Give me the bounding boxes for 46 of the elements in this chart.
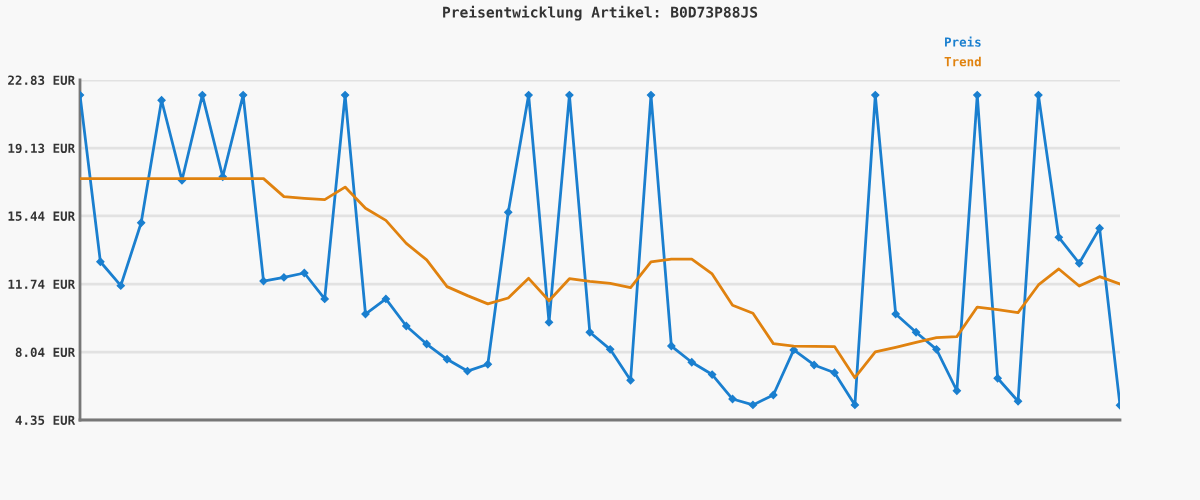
point xyxy=(300,268,309,278)
point xyxy=(708,370,717,379)
point xyxy=(748,400,758,410)
point xyxy=(993,374,1002,383)
y-tick-label: 15.44 EUR xyxy=(8,211,76,221)
point xyxy=(809,360,819,370)
point xyxy=(340,90,350,100)
point xyxy=(422,339,431,349)
point xyxy=(850,400,860,410)
point xyxy=(259,276,268,286)
y-tick-label: 4.35 EUR xyxy=(15,415,76,425)
point xyxy=(667,341,676,351)
point xyxy=(1013,397,1023,406)
y-tick-label: 11.74 EUR xyxy=(8,279,76,289)
point xyxy=(973,90,982,100)
point xyxy=(911,328,921,337)
point xyxy=(137,218,146,227)
point xyxy=(769,390,778,400)
chart-title: Preisentwicklung Artikel: B0D73P88JS xyxy=(443,5,758,21)
point xyxy=(463,366,472,376)
point xyxy=(932,345,941,354)
point xyxy=(952,386,961,395)
point xyxy=(687,358,696,367)
text: Trend xyxy=(944,56,981,67)
point xyxy=(830,368,839,377)
point xyxy=(504,208,513,217)
y-tick-label: 19.13 EUR xyxy=(8,143,76,154)
point xyxy=(1095,224,1104,233)
point xyxy=(891,309,900,319)
point xyxy=(381,294,391,304)
point xyxy=(402,321,411,331)
point xyxy=(544,318,554,327)
point xyxy=(116,281,125,290)
point xyxy=(483,360,492,369)
y-tick-label: 22.83 EUR xyxy=(8,75,76,85)
point xyxy=(606,345,615,354)
text: Preis xyxy=(945,36,981,47)
point xyxy=(1054,233,1063,242)
point xyxy=(626,376,635,385)
point xyxy=(585,328,594,337)
point xyxy=(279,273,289,282)
point xyxy=(646,90,656,100)
point xyxy=(442,355,452,364)
point xyxy=(96,257,105,266)
point xyxy=(1075,259,1084,268)
y-tick-label: 8.04 EUR xyxy=(15,347,76,358)
